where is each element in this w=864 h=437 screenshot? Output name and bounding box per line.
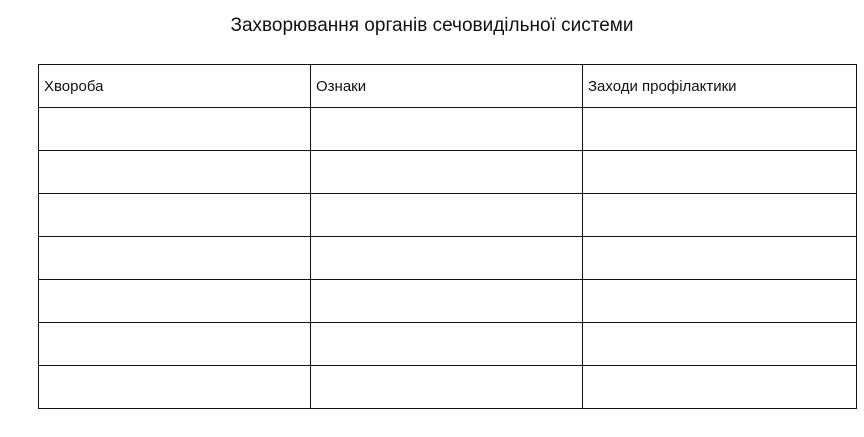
diseases-table: Хвороба Ознаки Заходи профілактики (38, 64, 857, 409)
table-cell[interactable] (310, 365, 583, 409)
table-cell[interactable] (38, 236, 311, 280)
table-cell[interactable] (38, 279, 311, 323)
document-title: Захворювання органів сечовидільної систе… (230, 15, 634, 36)
table-cell[interactable] (310, 236, 583, 280)
table-row (38, 150, 857, 194)
table-cell[interactable] (310, 279, 583, 323)
table-row (38, 236, 857, 280)
table-cell[interactable] (582, 193, 857, 237)
table-cell[interactable] (38, 150, 311, 194)
table-cell[interactable] (582, 150, 857, 194)
table-row (38, 322, 857, 366)
table-cell[interactable] (582, 322, 857, 366)
table-cell[interactable] (582, 236, 857, 280)
table-row (38, 193, 857, 237)
header-prevention: Заходи профілактики (582, 64, 857, 108)
table-header-row: Хвороба Ознаки Заходи профілактики (38, 64, 857, 108)
table-cell[interactable] (38, 193, 311, 237)
table-cell[interactable] (582, 365, 857, 409)
header-disease: Хвороба (38, 64, 311, 108)
table-cell[interactable] (310, 150, 583, 194)
table-row (38, 279, 857, 323)
header-symptoms: Ознаки (310, 64, 583, 108)
table-cell[interactable] (310, 322, 583, 366)
table-cell[interactable] (38, 365, 311, 409)
table-cell[interactable] (310, 107, 583, 151)
table-row (38, 107, 857, 151)
table-cell[interactable] (582, 107, 857, 151)
table-cell[interactable] (582, 279, 857, 323)
table-cell[interactable] (38, 107, 311, 151)
table-cell[interactable] (38, 322, 311, 366)
table-row (38, 365, 857, 409)
table-cell[interactable] (310, 193, 583, 237)
